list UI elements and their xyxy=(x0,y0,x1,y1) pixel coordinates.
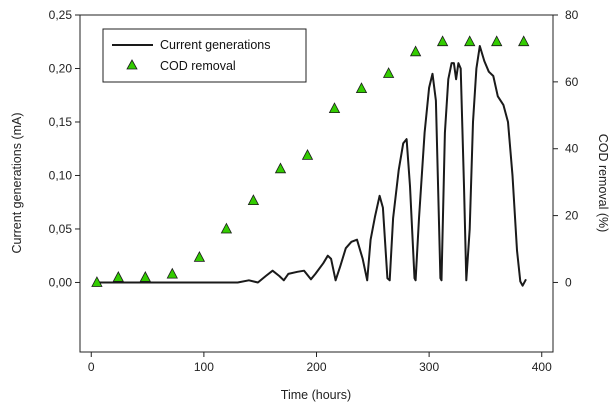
left-y-tick-label: 0,25 xyxy=(49,8,73,22)
cod-removal-point xyxy=(464,35,476,47)
cod-removal-point xyxy=(491,35,503,47)
legend-box xyxy=(102,28,307,83)
cod-removal-point xyxy=(436,35,449,47)
cod-removal-point xyxy=(91,276,103,287)
x-axis-ticks: 0 100 200 300 400 xyxy=(88,352,552,374)
right-y-tick-label: 40 xyxy=(565,142,579,156)
cod-removal-point xyxy=(382,67,395,78)
left-y-axis-title: Current generations (mA) xyxy=(10,112,24,253)
right-y-tick-label: 0 xyxy=(565,275,572,289)
left-y-tick-label: 0,00 xyxy=(49,275,73,289)
x-axis-title: Time (hours) xyxy=(281,388,351,402)
left-y-tick-label: 0,20 xyxy=(49,61,73,75)
cod-removal-point xyxy=(409,45,422,57)
cod-removal-point xyxy=(166,267,178,279)
right-y-tick-label: 80 xyxy=(565,8,579,22)
cod-removal-point xyxy=(518,35,530,47)
cod-removal-point xyxy=(328,102,341,113)
left-y-axis-ticks: 0,00 0,05 0,10 0,15 0,20 0,25 xyxy=(49,8,80,289)
x-tick-label: 100 xyxy=(194,360,214,374)
right-y-tick-label: 20 xyxy=(565,209,579,223)
left-y-tick-label: 0,15 xyxy=(49,115,73,129)
cod-removal-point xyxy=(220,222,233,234)
cod-removal-point xyxy=(139,271,151,282)
x-tick-label: 300 xyxy=(419,360,439,374)
cod-removal-series xyxy=(91,35,530,287)
cod-removal-point xyxy=(247,194,260,206)
current-generations-series xyxy=(96,45,527,287)
current-generations-line xyxy=(96,45,527,287)
legend-label-cod: COD removal xyxy=(160,59,236,73)
legend: Current generations COD removal xyxy=(102,28,307,83)
cod-removal-point xyxy=(301,149,314,160)
left-y-tick-label: 0,10 xyxy=(49,168,73,182)
cod-removal-point xyxy=(274,162,287,174)
left-y-tick-label: 0,05 xyxy=(49,222,73,236)
cod-removal-point xyxy=(193,251,206,262)
x-tick-label: 400 xyxy=(532,360,552,374)
cod-removal-point xyxy=(112,271,124,282)
x-tick-label: 0 xyxy=(88,360,95,374)
cod-removal-point xyxy=(355,82,368,93)
right-y-axis-title: COD removal (%) xyxy=(596,134,610,233)
legend-triangle-icon xyxy=(126,59,138,70)
right-y-axis-ticks: 0 20 40 60 80 xyxy=(553,8,579,289)
x-tick-label: 200 xyxy=(306,360,326,374)
legend-label-current: Current generations xyxy=(160,38,270,52)
right-y-tick-label: 60 xyxy=(565,75,579,89)
